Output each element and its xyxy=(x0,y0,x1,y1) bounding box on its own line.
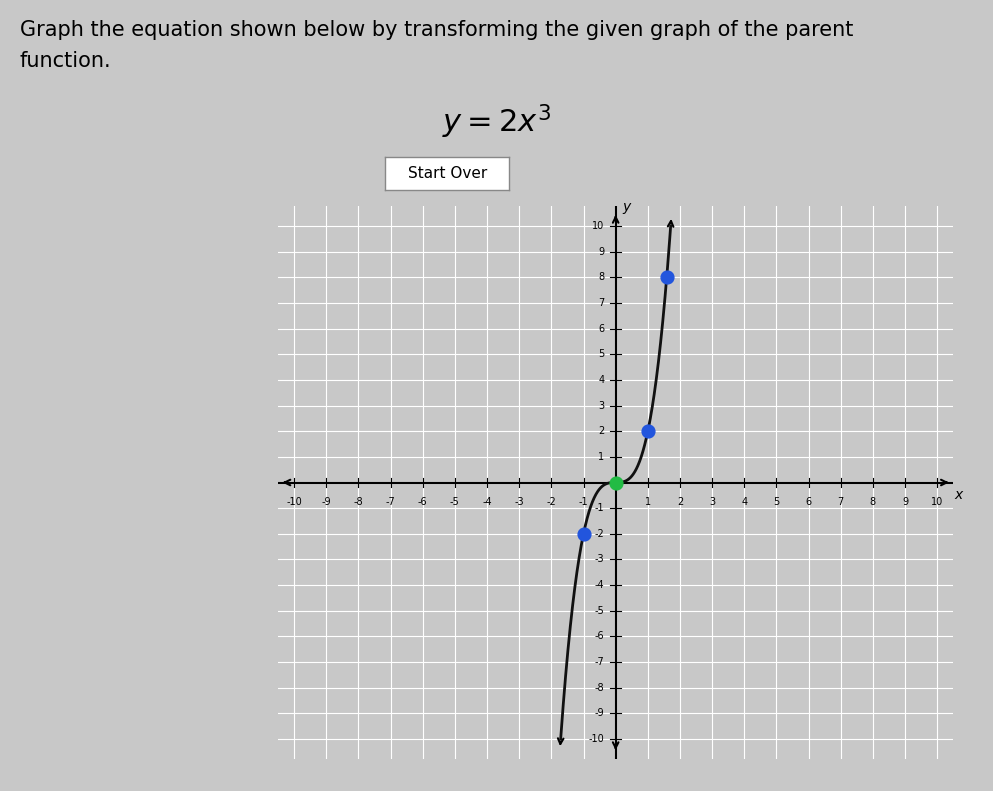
Text: Graph the equation shown below by transforming the given graph of the parent: Graph the equation shown below by transf… xyxy=(20,20,853,40)
Point xyxy=(658,271,674,284)
Text: -9: -9 xyxy=(322,497,331,506)
Text: y: y xyxy=(623,200,631,214)
Text: x: x xyxy=(954,488,962,502)
Text: Start Over: Start Over xyxy=(408,166,487,180)
Text: $y = 2x^3$: $y = 2x^3$ xyxy=(442,103,551,142)
Text: -3: -3 xyxy=(595,554,605,565)
Text: 2: 2 xyxy=(598,426,605,437)
Text: 5: 5 xyxy=(774,497,780,506)
Text: 1: 1 xyxy=(644,497,650,506)
Point xyxy=(608,476,624,489)
Text: 8: 8 xyxy=(870,497,876,506)
Text: 8: 8 xyxy=(598,272,605,282)
Text: -3: -3 xyxy=(514,497,524,506)
Text: -9: -9 xyxy=(595,708,605,718)
Text: -1: -1 xyxy=(595,503,605,513)
Text: -2: -2 xyxy=(595,528,605,539)
Text: -5: -5 xyxy=(595,606,605,615)
Text: -6: -6 xyxy=(418,497,428,506)
Text: -10: -10 xyxy=(589,734,605,744)
Text: 2: 2 xyxy=(677,497,683,506)
Text: -6: -6 xyxy=(595,631,605,642)
Text: function.: function. xyxy=(20,51,111,71)
Text: -8: -8 xyxy=(354,497,363,506)
Text: 3: 3 xyxy=(598,400,605,411)
Text: -8: -8 xyxy=(595,683,605,693)
Text: -7: -7 xyxy=(595,657,605,667)
Point xyxy=(639,425,655,437)
Text: 3: 3 xyxy=(709,497,715,506)
Text: 7: 7 xyxy=(598,298,605,308)
Text: 6: 6 xyxy=(805,497,811,506)
Text: -7: -7 xyxy=(385,497,395,506)
Text: 10: 10 xyxy=(931,497,943,506)
Text: -4: -4 xyxy=(595,580,605,590)
Text: 5: 5 xyxy=(598,350,605,359)
Text: 7: 7 xyxy=(838,497,844,506)
Text: -10: -10 xyxy=(286,497,302,506)
Point xyxy=(576,528,592,540)
Text: -5: -5 xyxy=(450,497,460,506)
Text: -1: -1 xyxy=(579,497,588,506)
Text: 6: 6 xyxy=(598,324,605,334)
Text: -2: -2 xyxy=(546,497,556,506)
Text: 4: 4 xyxy=(741,497,748,506)
Text: 9: 9 xyxy=(598,247,605,257)
Text: 1: 1 xyxy=(598,452,605,462)
Text: 9: 9 xyxy=(902,497,909,506)
Text: 4: 4 xyxy=(598,375,605,385)
Text: 10: 10 xyxy=(592,221,605,231)
Text: -4: -4 xyxy=(483,497,492,506)
